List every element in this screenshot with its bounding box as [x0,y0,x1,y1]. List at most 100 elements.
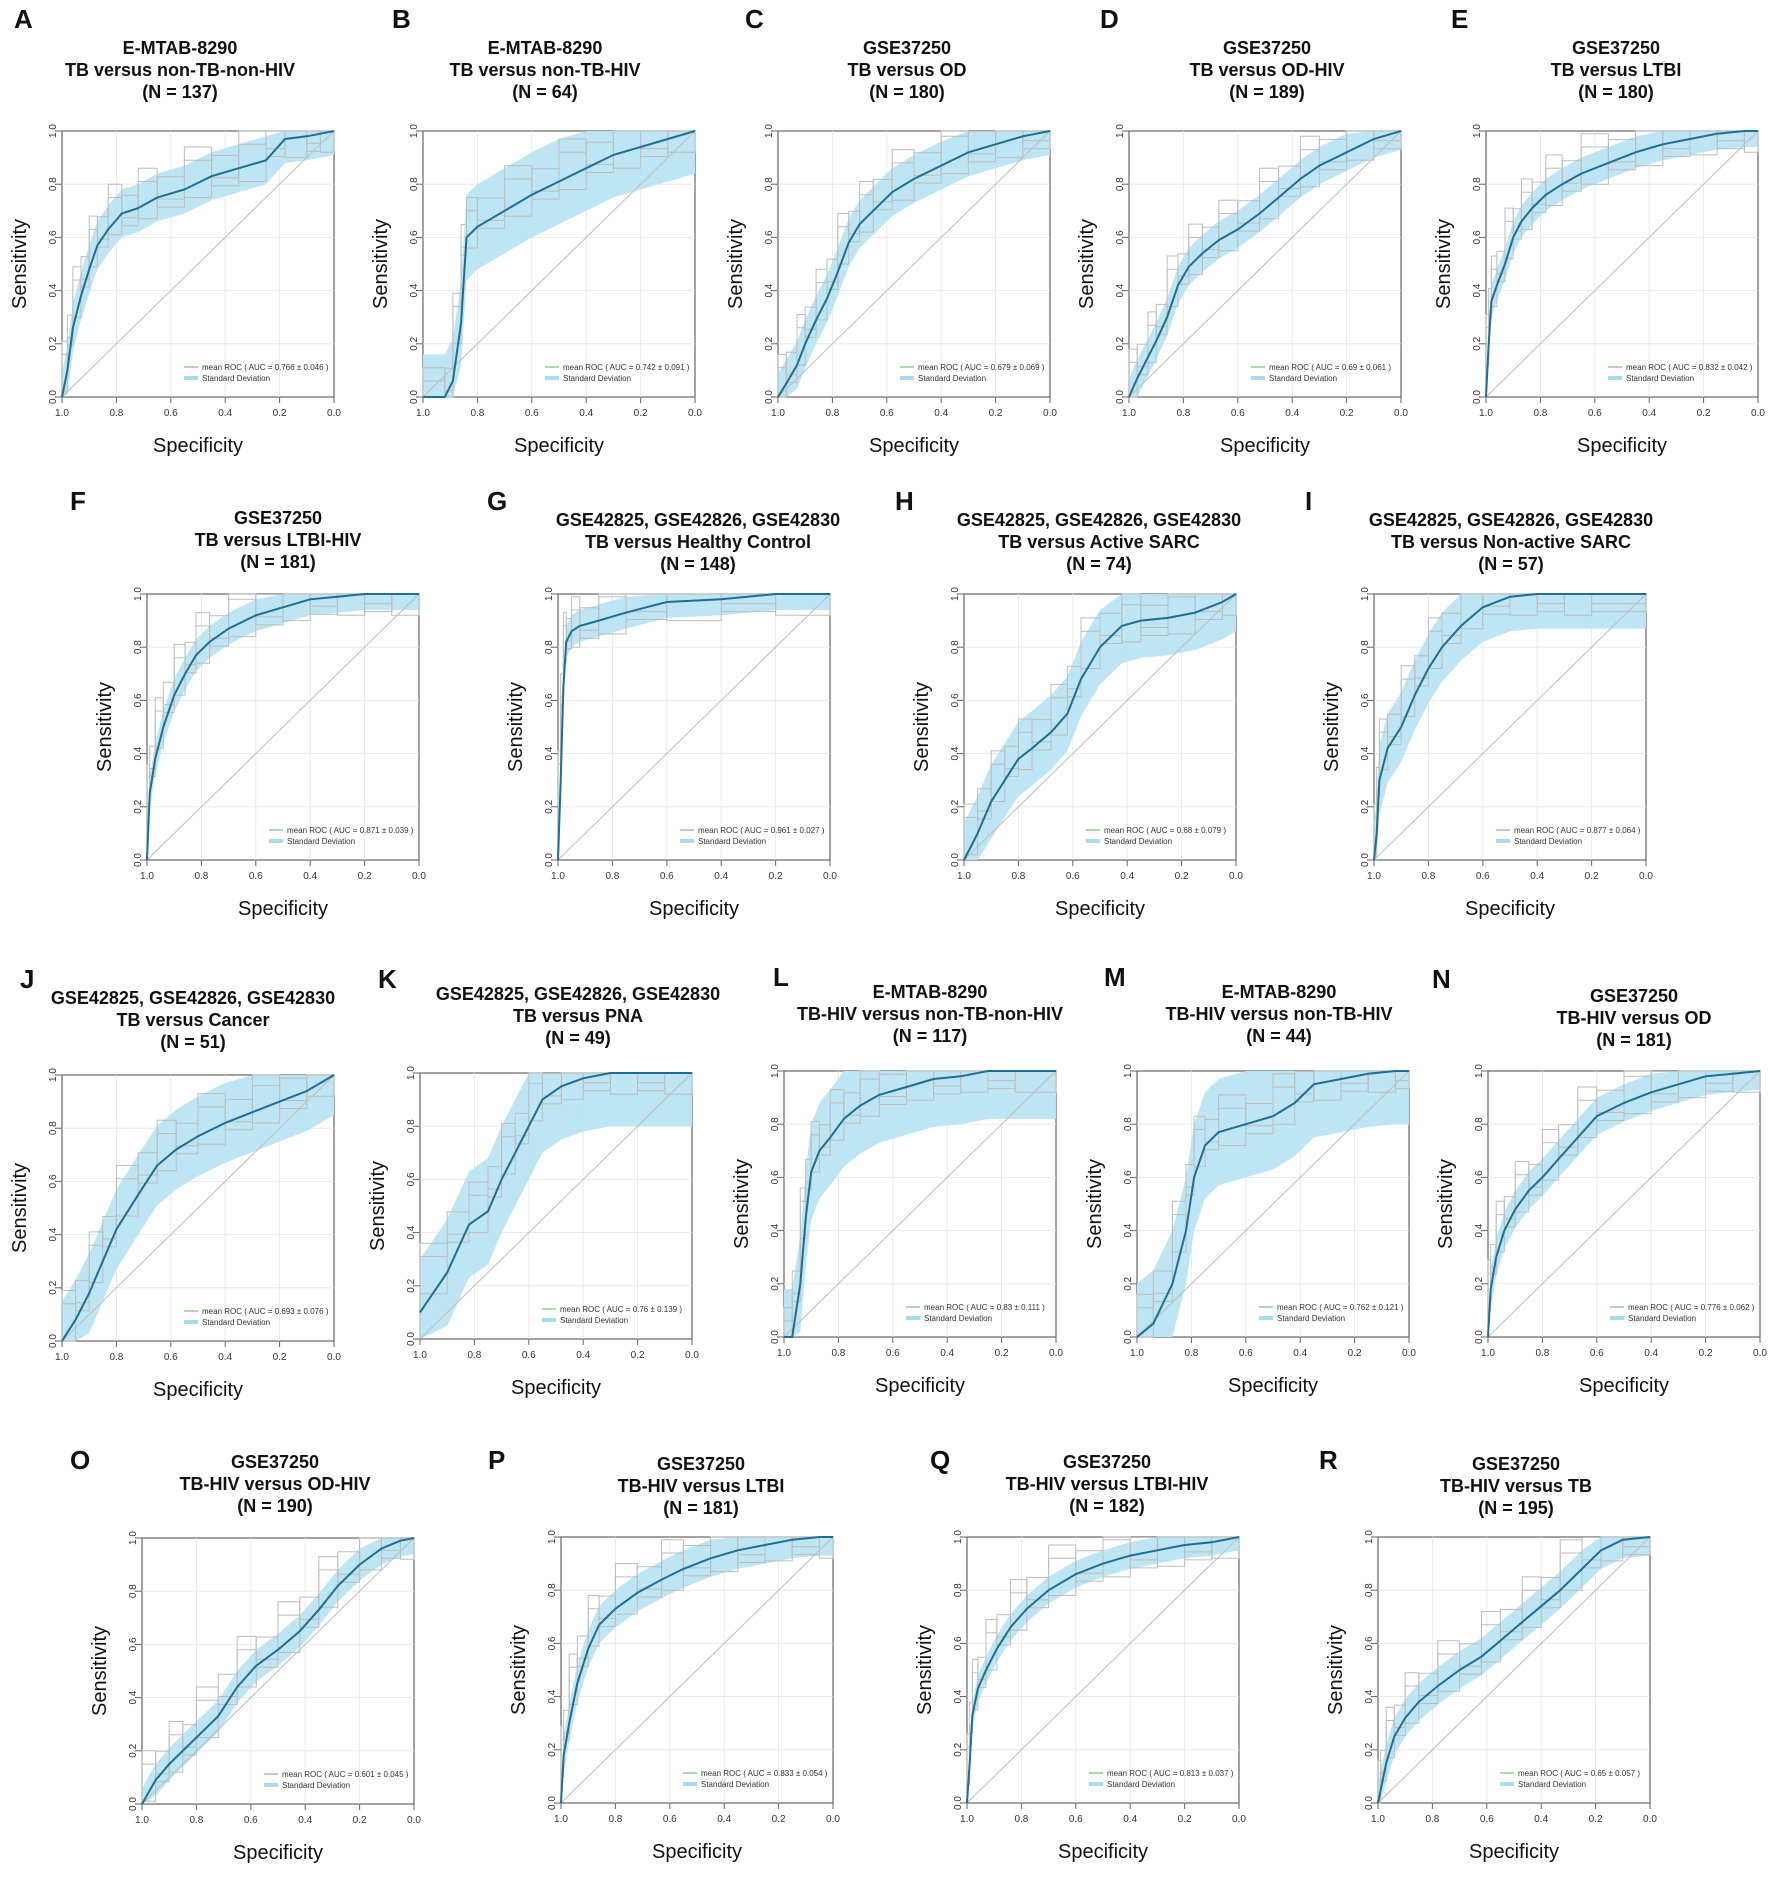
diagonal-reference [963,593,1237,861]
y-tick-label: 0.0 [1474,1330,1485,1344]
y-tick-label: 0.2 [1474,1276,1485,1290]
x-tick-label: 0.6 [1588,408,1602,419]
y-tick-label: 1.0 [1474,1064,1485,1078]
x-tick-label: 0.2 [1340,408,1354,419]
y-tick-label: 0.8 [1360,640,1371,654]
y-tick-label: 1.0 [128,1531,139,1545]
x-axis-label: Specificity [1058,1841,1148,1863]
y-tick-label: 0.2 [1115,336,1126,350]
sd-band [62,131,334,397]
panel-letter: F [70,486,86,516]
x-tick-label: 0.4 [940,1348,954,1359]
y-tick-label: 0.8 [133,640,144,654]
y-tick-label: 0.4 [764,283,775,297]
x-axis-label: Specificity [514,435,604,457]
x-tick-label: 0.2 [358,871,372,882]
y-tick-label: 0.4 [1123,1223,1134,1237]
y-tick-label: 0.0 [950,853,961,867]
x-tick-label: 1.0 [771,408,785,419]
x-tick-label: 0.2 [1699,1348,1713,1359]
sd-band [1486,131,1758,397]
diagonal-reference [61,1074,335,1342]
y-tick-label: 0.4 [133,746,144,760]
x-tick-label: 0.0 [1232,1814,1246,1825]
mean-roc-curve [1487,1070,1761,1338]
panel-letter: B [392,4,411,34]
x-tick-label: 0.6 [1069,1814,1083,1825]
mean-roc-curve [1373,593,1646,861]
y-tick-label: 1.0 [547,1530,558,1544]
x-tick-label: 0.0 [1753,1348,1767,1359]
legend-sd-label: Standard Deviation [1518,1780,1586,1789]
y-tick-label: 0.8 [764,177,775,191]
legend-sd-label: Standard Deviation [202,374,270,383]
x-axis-label: Specificity [1220,435,1310,457]
y-tick-label: 1.0 [770,1064,781,1078]
mean-roc-curve [141,1537,415,1805]
legend-mean-label: mean ROC ( AUC = 0.766 ± 0.046 ) [202,363,329,372]
x-tick-label: 0.0 [823,871,837,882]
y-tick-label: 0.2 [128,1743,139,1757]
x-tick-label: 0.8 [467,1350,481,1361]
y-tick-label: 0.4 [128,1690,139,1704]
sd-band [967,1537,1239,1803]
y-tick-label: 0.8 [1115,177,1126,191]
y-tick-label: 1.0 [1360,587,1371,601]
x-axis-label: Specificity [652,1841,742,1863]
y-tick-label: 0.8 [770,1117,781,1131]
legend-mean-label: mean ROC ( AUC = 0.693 ± 0.076 ) [202,1307,329,1316]
fold-roc-curve [963,593,1236,860]
x-tick-label: 1.0 [1481,1348,1495,1359]
y-axis-label: Sensitivity [1433,219,1455,309]
panel-title-line: TB versus LTBI [1551,60,1682,80]
y-axis-label: Sensitivity [508,1625,530,1715]
x-tick-label: 0.4 [218,1352,232,1363]
x-tick-label: 0.2 [772,1814,786,1825]
y-tick-label: 0.8 [953,1583,964,1597]
x-tick-label: 0.6 [1590,1348,1604,1359]
panel-title-line: (N = 180) [1578,82,1654,102]
x-axis-label: Specificity [1055,898,1145,920]
x-tick-label: 0.4 [717,1814,731,1825]
y-axis-label: Sensitivity [914,1625,936,1715]
x-axis-label: Specificity [875,1375,965,1397]
y-tick-label: 0.2 [406,1278,417,1292]
panel-title-line: (N = 195) [1478,1498,1554,1518]
x-tick-label: 0.8 [831,1348,845,1359]
mean-roc-curve [419,1072,692,1313]
y-tick-label: 0.4 [1360,746,1371,760]
panel-title-line: (N = 148) [660,554,736,574]
y-tick-label: 0.6 [1474,1170,1485,1184]
panel-title-line: TB-HIV versus LTBI-HIV [1006,1474,1209,1494]
y-axis-label: Sensitivity [89,1626,111,1716]
panel-title-line: (N = 190) [237,1496,313,1516]
x-tick-label: 0.4 [934,408,948,419]
y-tick-label: 1.0 [48,124,59,138]
x-tick-label: 0.8 [1011,871,1025,882]
y-tick-label: 0.8 [950,640,961,654]
y-tick-label: 0.2 [1360,799,1371,813]
x-tick-label: 0.4 [1530,871,1544,882]
panel-title-line: E-MTAB-8290 [1222,982,1337,1002]
diagonal-reference [422,130,696,398]
x-tick-label: 0.6 [663,1814,677,1825]
x-tick-label: 0.4 [714,871,728,882]
y-tick-label: 1.0 [1364,1530,1375,1544]
panel-title-line: (N = 117) [893,1026,968,1046]
fold-roc-curve [1487,1070,1760,1337]
x-tick-label: 0.4 [1293,1348,1307,1359]
legend-mean-label: mean ROC ( AUC = 0.762 ± 0.121 ) [1277,1303,1404,1312]
panel-title-line: GSE37250 [231,1452,319,1472]
x-tick-label: 0.8 [1184,1348,1198,1359]
x-tick-label: 0.2 [631,1350,645,1361]
diagonal-reference [783,1070,1057,1338]
fold-roc-curve [1373,593,1647,860]
x-tick-label: 0.2 [1585,871,1599,882]
x-tick-label: 0.4 [1285,408,1299,419]
panel-title-line: GSE37250 [863,38,951,58]
panel-letter: K [378,964,397,994]
